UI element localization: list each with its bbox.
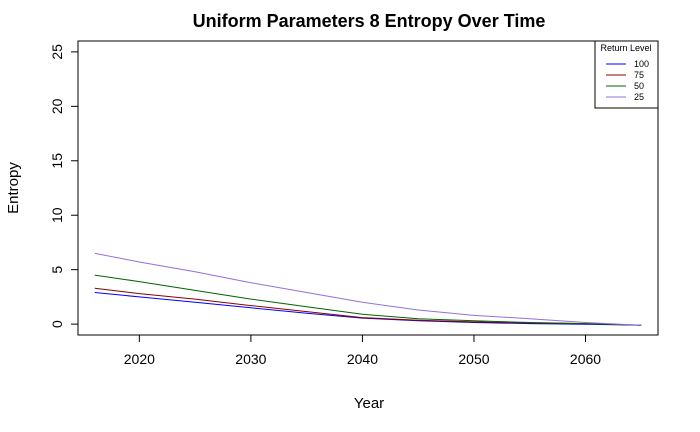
series-line-25 [94, 252, 642, 326]
x-tick-label: 2050 [458, 351, 489, 367]
x-tick-label: 2060 [570, 351, 601, 367]
y-tick-label: 5 [49, 266, 65, 274]
plot-frame [77, 40, 659, 336]
y-tick-label: 25 [49, 44, 65, 60]
x-tick-label: 2040 [347, 351, 378, 367]
y-tick-label: 15 [49, 153, 65, 169]
legend-label: 50 [634, 81, 644, 91]
series-line-50 [94, 274, 642, 326]
y-axis: 0 5 10 15 20 25 [49, 44, 78, 328]
legend-label: 75 [634, 70, 644, 80]
legend-title: Return Level [600, 43, 651, 53]
y-tick-label: 20 [49, 98, 65, 114]
legend-label: 100 [634, 59, 649, 69]
legend-box [594, 40, 659, 109]
chart-title: Uniform Parameters 8 Entropy Over Time [193, 11, 546, 31]
x-tick-label: 2020 [124, 351, 155, 367]
y-tick-label: 10 [49, 207, 65, 223]
legend-label: 25 [634, 92, 644, 102]
series-lines [94, 252, 642, 326]
y-tick-label: 0 [49, 320, 65, 328]
series-line-75 [94, 287, 642, 326]
x-axis-label: Year [354, 395, 384, 412]
x-tick-label: 2030 [235, 351, 266, 367]
x-axis: 2020 2030 2040 2050 2060 [124, 335, 601, 367]
y-axis-label: Entropy [5, 162, 22, 214]
